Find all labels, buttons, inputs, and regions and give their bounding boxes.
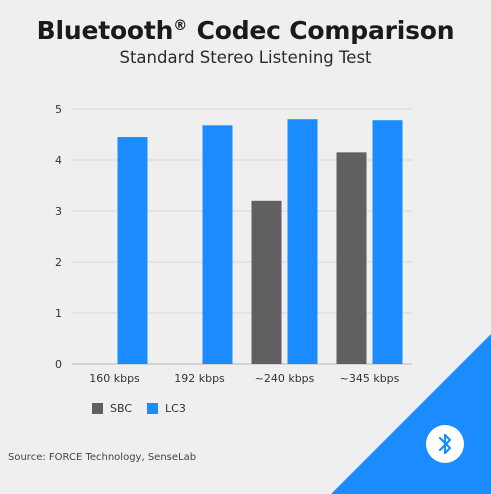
y-tick-label: 3	[55, 205, 62, 218]
bar-lc3	[202, 125, 233, 364]
x-tick-label: 192 kbps	[174, 372, 225, 385]
corner-triangle	[331, 334, 491, 494]
legend-label-lc3: LC3	[165, 402, 186, 415]
x-tick-label: ~240 kbps	[255, 372, 315, 385]
x-tick-label: 160 kbps	[89, 372, 140, 385]
registered-mark: ®	[173, 18, 188, 34]
bar-sbc	[251, 200, 282, 364]
legend-item-sbc: SBC	[92, 402, 132, 415]
bar-sbc	[336, 152, 367, 364]
legend-item-lc3: LC3	[147, 402, 186, 415]
x-tick-label: ~345 kbps	[340, 372, 400, 385]
bar-lc3	[287, 119, 318, 364]
title-text-rest: Codec Comparison	[188, 16, 455, 45]
legend: SBC LC3	[92, 402, 201, 415]
y-tick-label: 5	[55, 103, 62, 116]
legend-label-sbc: SBC	[110, 402, 133, 415]
y-tick-label: 1	[55, 307, 62, 320]
bluetooth-icon	[426, 425, 464, 463]
y-tick-label: 2	[55, 256, 62, 269]
legend-swatch-sbc	[92, 403, 103, 414]
chart-subtitle: Standard Stereo Listening Test	[119, 48, 372, 67]
title-text: Bluetooth	[36, 16, 174, 45]
legend-swatch-lc3	[147, 403, 159, 414]
y-tick-label: 4	[55, 154, 62, 167]
y-tick-label: 0	[55, 358, 62, 371]
chart-title: Bluetooth® Codec Comparison	[0, 16, 491, 45]
bar-lc3	[117, 137, 148, 364]
source-note: Source: FORCE Technology, SenseLab	[8, 452, 197, 463]
bar-lc3	[372, 120, 403, 364]
